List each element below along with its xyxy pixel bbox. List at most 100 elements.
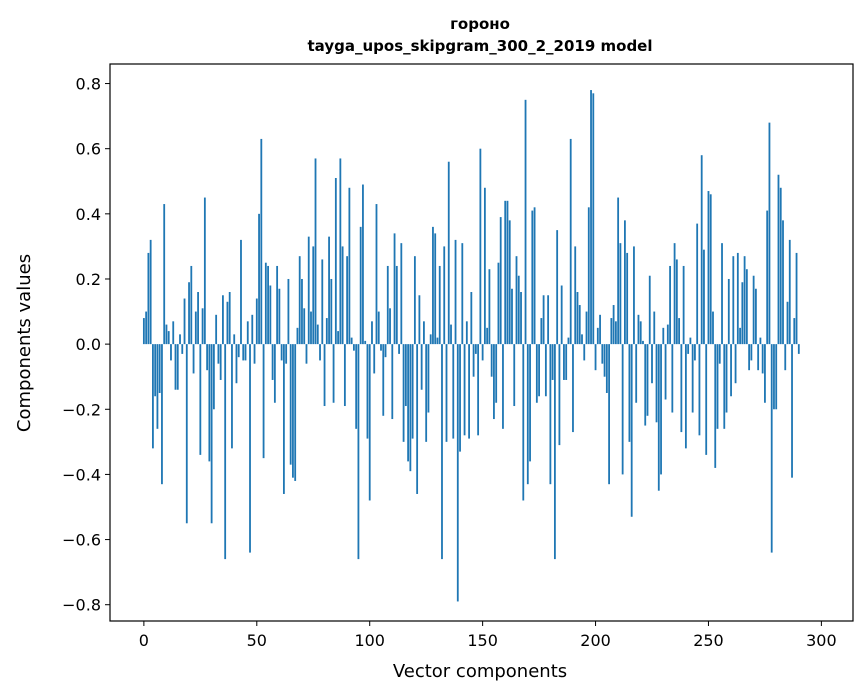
bar [404,344,407,407]
bar [628,344,631,442]
x-tick-label: 0 [139,631,149,650]
x-tick-label: 100 [354,631,385,650]
bar [375,204,378,345]
bar [642,340,644,345]
bar [671,344,674,413]
bar [319,344,321,361]
bar [287,278,290,345]
bar [526,344,529,485]
bar [355,344,358,429]
bar [483,187,486,345]
y-tick-label: −0.8 [62,596,101,615]
bar [353,344,355,351]
bar [393,233,396,345]
bar [673,243,676,345]
bar [212,344,215,410]
bar [782,220,784,345]
bar [305,344,308,364]
bar [752,275,755,345]
bar [777,174,780,345]
bar [624,220,626,345]
bar [420,344,423,390]
bar [463,344,466,436]
bar [596,327,599,345]
bar [795,252,798,345]
bar [222,295,224,345]
bar [292,344,294,478]
bar [657,344,660,491]
bar [152,344,154,449]
bar [502,344,504,429]
bar [296,327,299,345]
y-tick-label: −0.2 [62,400,101,419]
bar [314,158,317,345]
bar [560,285,563,345]
bar [409,344,412,472]
bar [215,314,218,345]
bar [441,344,443,560]
bar [734,344,737,384]
bar [273,344,276,403]
bar [718,344,721,364]
bar [754,288,757,345]
bar [786,301,789,345]
plot-frame [109,63,854,622]
bar [249,344,251,553]
bar [764,344,766,403]
bar [648,275,651,345]
bar [278,288,281,345]
bar [161,344,163,485]
bar [793,318,796,345]
bar [190,265,193,345]
bar [416,344,419,494]
bar [206,344,209,371]
bar [312,246,315,345]
bar [576,292,579,345]
bar [599,314,601,345]
bar [165,324,168,345]
bar [574,246,577,345]
bar [407,344,410,462]
bar [362,184,364,345]
bar [497,262,500,345]
bar [522,344,525,501]
ticks-group: 0 50 100 150 200 250 300 −0.8 −0.6 −0.4 −0.2 0.0 0.2… [62,75,837,650]
bar [154,344,157,397]
bar [721,243,723,345]
bar [237,344,240,358]
bar [750,344,753,361]
bar [736,252,739,345]
bar [183,298,186,345]
bar [743,256,746,345]
bar [253,344,256,364]
bar [696,223,699,345]
bar [203,197,206,345]
bar [768,122,771,345]
y-tick-label: 0.8 [76,75,101,94]
bar [508,220,511,345]
bar [217,344,220,364]
bar [626,252,629,345]
bar [759,337,762,345]
bar [350,337,353,345]
bar [395,265,398,345]
bar [662,327,665,345]
bar [289,344,292,465]
bar [660,344,662,475]
bar [231,344,233,449]
bar [298,256,301,345]
bar [219,344,222,380]
bar [246,321,249,345]
bar [364,340,367,345]
bar [542,295,545,345]
bar [714,344,717,468]
bar [515,256,518,345]
bar [605,344,608,393]
bar [158,344,161,393]
bar [766,210,769,345]
bar [199,344,202,455]
bar [732,256,735,345]
y-tick-label: 0.0 [76,335,101,354]
bar [142,318,145,345]
bar [499,217,502,345]
